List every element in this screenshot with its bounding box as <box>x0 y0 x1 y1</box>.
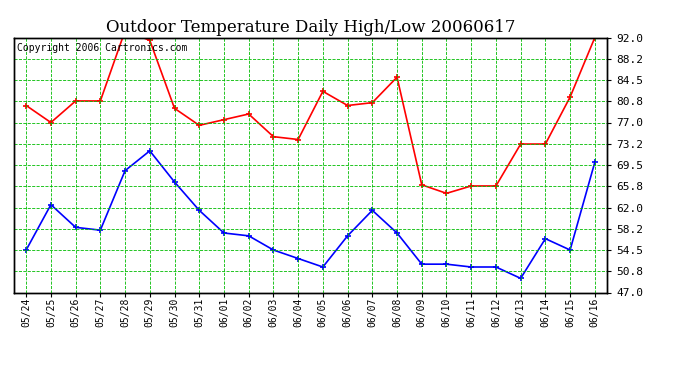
Text: Copyright 2006 Cartronics.com: Copyright 2006 Cartronics.com <box>17 43 187 52</box>
Title: Outdoor Temperature Daily High/Low 20060617: Outdoor Temperature Daily High/Low 20060… <box>106 19 515 36</box>
